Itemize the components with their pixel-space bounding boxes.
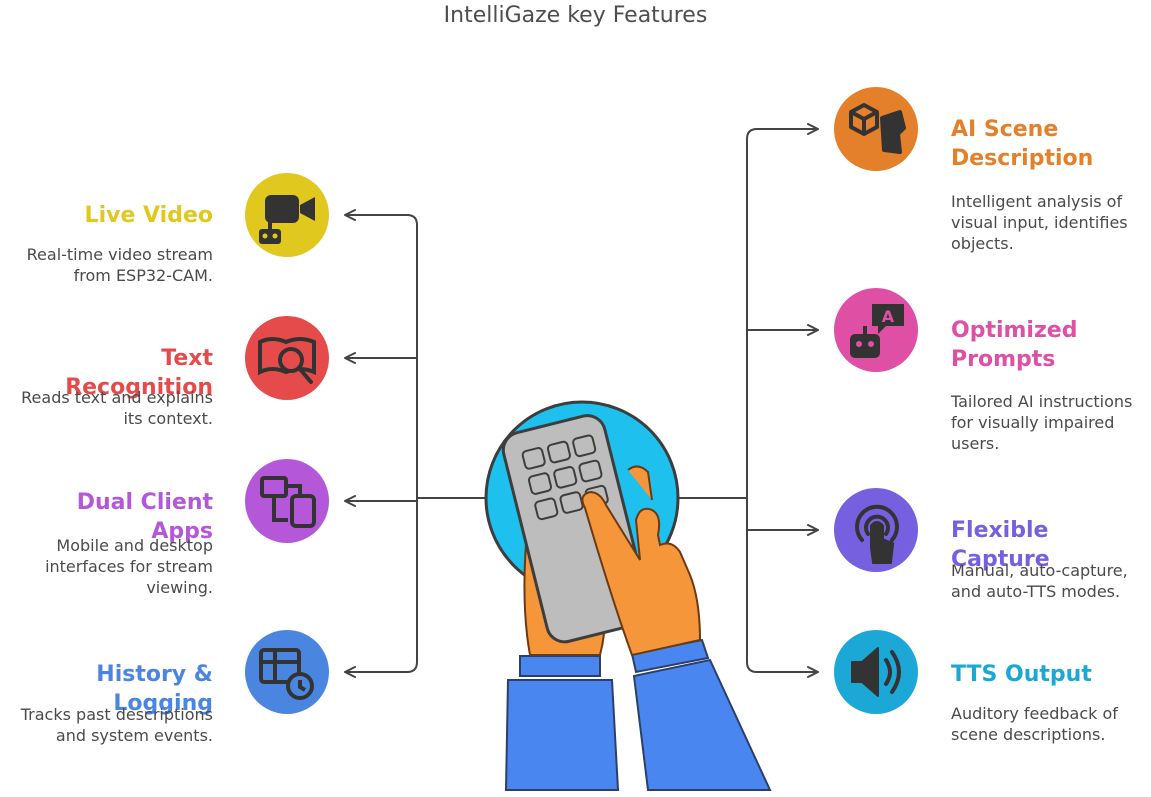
tap-gesture-icon <box>855 504 899 564</box>
feature-desc-flexible-capture: Manual, auto-capture, and auto-TTS modes… <box>951 561 1128 601</box>
feature-desc-history-logging: Tracks past descriptions and system even… <box>20 705 213 745</box>
flexible-capture-circle <box>834 488 918 572</box>
connectors-left <box>344 209 488 678</box>
history-logging-circle <box>245 630 329 714</box>
feature-title-tts-output: TTS Output <box>951 662 1092 687</box>
feature-desc-dual-client-apps: Mobile and desktop interfaces for stream… <box>45 536 213 597</box>
feature-desc-ai-scene-description: Intelligent analysis of visual input, id… <box>951 192 1128 253</box>
feature-desc-optimized-prompts: Tailored AI instructions for visually im… <box>951 392 1133 453</box>
feature-title-ai-scene-description: AI Scene Description <box>951 117 1094 171</box>
hand-keypad-icon <box>484 400 772 791</box>
tts-output-circle <box>834 630 918 714</box>
feature-title-live-video: Live Video <box>84 203 213 228</box>
dual-client-apps-circle <box>245 459 329 543</box>
feature-title-flexible-capture: Flexible Capture <box>951 518 1050 572</box>
video-camera-robot-icon <box>259 195 315 244</box>
feature-desc-tts-output: Auditory feedback of scene descriptions. <box>951 704 1118 744</box>
feature-desc-live-video: Real-time video stream from ESP32-CAM. <box>26 245 213 285</box>
robot-chat-icon: A <box>850 304 904 358</box>
feature-title-optimized-prompts: Optimized Prompts <box>951 318 1078 372</box>
optimized-prompts-circle: A <box>834 288 918 372</box>
live-video-circle <box>245 173 329 257</box>
book-text-search-icon <box>258 337 316 384</box>
speaker-icon <box>851 647 901 697</box>
feature-desc-text-recognition: Reads text and explains its context. <box>21 388 213 428</box>
text-recognition-circle <box>245 316 329 400</box>
devices-icon <box>260 476 316 528</box>
feature-title-dual-client-apps: Dual Client Apps <box>76 490 213 544</box>
cube-head-icon <box>849 103 906 154</box>
page-title: IntelliGaze key Features <box>443 3 708 28</box>
svg-text:A: A <box>882 307 895 326</box>
feature-title-history-logging: History & Logging <box>96 662 213 716</box>
connectors-right <box>676 123 819 678</box>
ai-scene-description-circle <box>834 87 918 171</box>
feature-title-text-recognition: Text Recognition <box>65 346 213 400</box>
table-clock-icon <box>259 648 314 700</box>
